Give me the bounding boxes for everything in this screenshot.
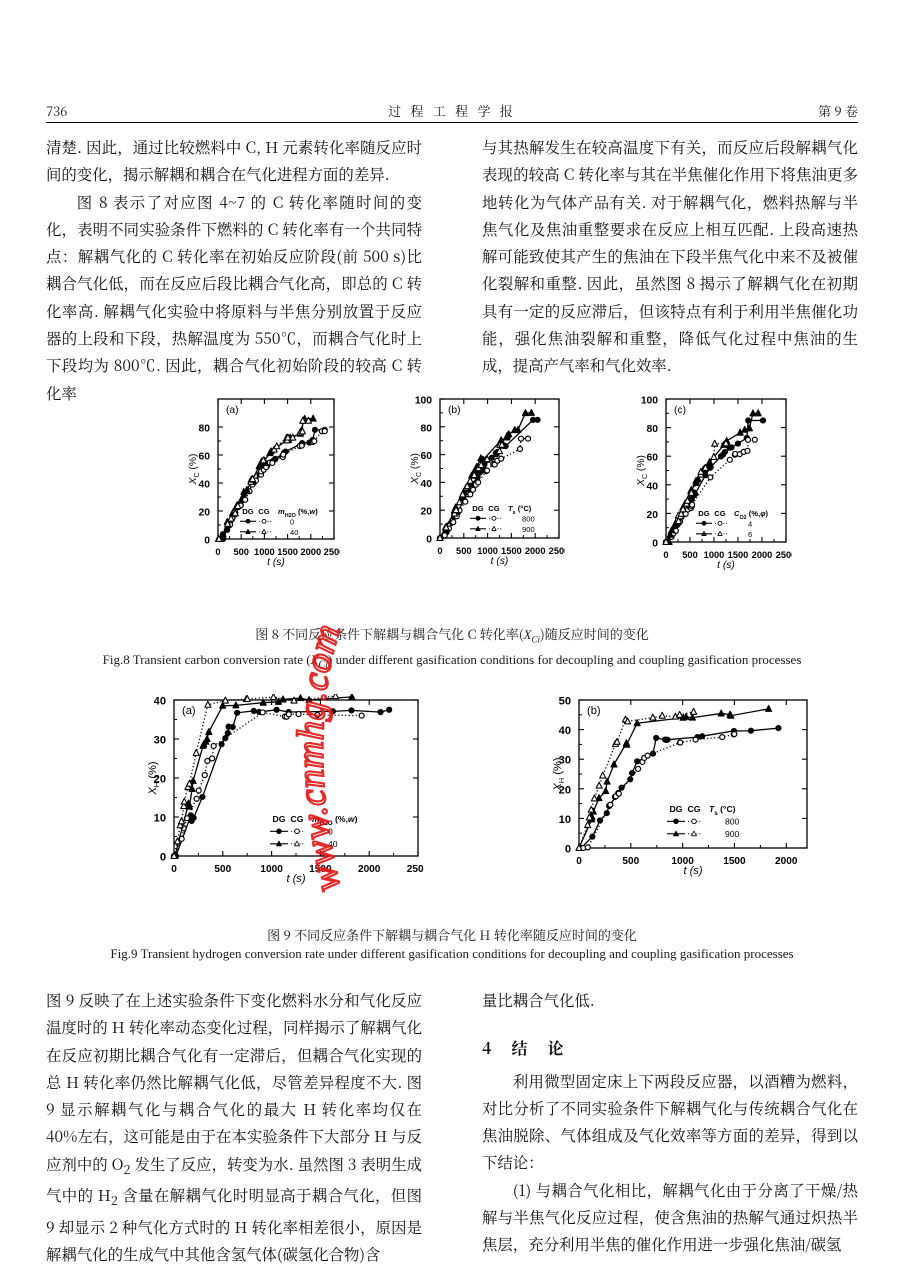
svg-text:0: 0 — [204, 536, 210, 547]
svg-text:0: 0 — [576, 856, 582, 867]
svg-text:0: 0 — [290, 518, 294, 527]
svg-text:10: 10 — [154, 813, 166, 825]
svg-text:60: 60 — [647, 453, 659, 464]
svg-text:1500: 1500 — [728, 550, 749, 560]
svg-text:40: 40 — [199, 480, 211, 491]
svg-text:1500: 1500 — [309, 864, 332, 875]
svg-text:800: 800 — [522, 515, 535, 524]
svg-text:2000: 2000 — [752, 550, 773, 560]
svg-text:t (s): t (s) — [267, 557, 285, 568]
svg-text:900: 900 — [522, 525, 535, 534]
svg-text:1000: 1000 — [260, 864, 283, 875]
svg-text:1500: 1500 — [501, 546, 522, 556]
svg-text:40: 40 — [647, 481, 659, 492]
svg-text:Ts (°C): Ts (°C) — [709, 804, 736, 817]
svg-text:800: 800 — [725, 817, 740, 827]
svg-text:100: 100 — [415, 396, 432, 407]
svg-text:20: 20 — [421, 507, 433, 518]
svg-text:0: 0 — [652, 539, 658, 550]
svg-text:1000: 1000 — [254, 547, 275, 557]
svg-text:DG: DG — [670, 804, 683, 814]
svg-text:30: 30 — [154, 735, 166, 747]
svg-text:500: 500 — [233, 547, 249, 557]
svg-text:(b): (b) — [587, 705, 601, 717]
svg-text:40: 40 — [154, 696, 166, 708]
svg-text:0: 0 — [565, 844, 571, 856]
svg-text:(a): (a) — [226, 405, 239, 416]
svg-text:60: 60 — [199, 452, 211, 463]
svg-text:80: 80 — [647, 424, 659, 435]
svg-text:2000: 2000 — [358, 864, 381, 875]
svg-text:t (s): t (s) — [286, 873, 305, 885]
svg-text:DG: DG — [242, 507, 253, 516]
svg-text:CG: CG — [714, 509, 725, 518]
svg-text:2000: 2000 — [525, 546, 546, 556]
svg-text:CG: CG — [258, 507, 269, 516]
svg-text:0: 0 — [437, 546, 442, 556]
svg-text:CG: CG — [291, 814, 304, 824]
svg-text:mH2O (%,w): mH2O (%,w) — [278, 507, 318, 519]
svg-text:4: 4 — [748, 520, 752, 529]
svg-text:6: 6 — [748, 530, 752, 539]
svg-text:(b): (b) — [448, 405, 461, 416]
svg-text:2000: 2000 — [775, 856, 798, 867]
svg-text:t (s): t (s) — [683, 865, 702, 877]
svg-text:2000: 2000 — [300, 547, 321, 557]
svg-text:CG: CG — [488, 504, 499, 513]
svg-text:1500: 1500 — [723, 856, 746, 867]
svg-text:500: 500 — [456, 546, 472, 556]
svg-text:1000: 1000 — [704, 550, 725, 560]
svg-text:100: 100 — [641, 396, 658, 407]
svg-text:t (s): t (s) — [717, 560, 735, 571]
svg-text:XH (%): XH (%) — [147, 761, 161, 795]
svg-text:t (s): t (s) — [491, 556, 509, 567]
svg-text:900: 900 — [725, 829, 740, 839]
svg-text:50: 50 — [559, 696, 571, 708]
svg-text:20: 20 — [647, 510, 659, 521]
svg-text:40: 40 — [421, 479, 433, 490]
svg-text:DG: DG — [698, 509, 709, 518]
svg-text:80: 80 — [199, 424, 211, 435]
svg-text:20: 20 — [199, 508, 211, 519]
svg-text:500: 500 — [214, 864, 231, 875]
svg-text:(c): (c) — [674, 405, 686, 416]
svg-text:0: 0 — [328, 827, 333, 837]
svg-text:60: 60 — [421, 451, 433, 462]
svg-text:0: 0 — [171, 864, 177, 875]
svg-text:10: 10 — [559, 814, 571, 826]
svg-text:DG: DG — [273, 814, 286, 824]
svg-text:XH (%): XH (%) — [552, 757, 566, 791]
svg-text:0: 0 — [215, 547, 220, 557]
svg-text:500: 500 — [622, 856, 639, 867]
svg-text:0: 0 — [426, 535, 432, 546]
svg-text:40: 40 — [290, 528, 298, 537]
svg-text:80: 80 — [421, 423, 433, 434]
svg-text:500: 500 — [682, 550, 698, 560]
svg-text:CG: CG — [688, 804, 701, 814]
svg-text:0: 0 — [663, 550, 668, 560]
svg-text:1500: 1500 — [277, 547, 298, 557]
svg-text:1000: 1000 — [477, 546, 498, 556]
svg-text:40: 40 — [328, 839, 338, 849]
svg-text:mH2O (%,w): mH2O (%,w) — [312, 814, 358, 827]
svg-text:0: 0 — [160, 852, 166, 864]
svg-text:DG: DG — [472, 504, 483, 513]
svg-text:(a): (a) — [182, 705, 196, 717]
svg-text:40: 40 — [559, 725, 571, 737]
